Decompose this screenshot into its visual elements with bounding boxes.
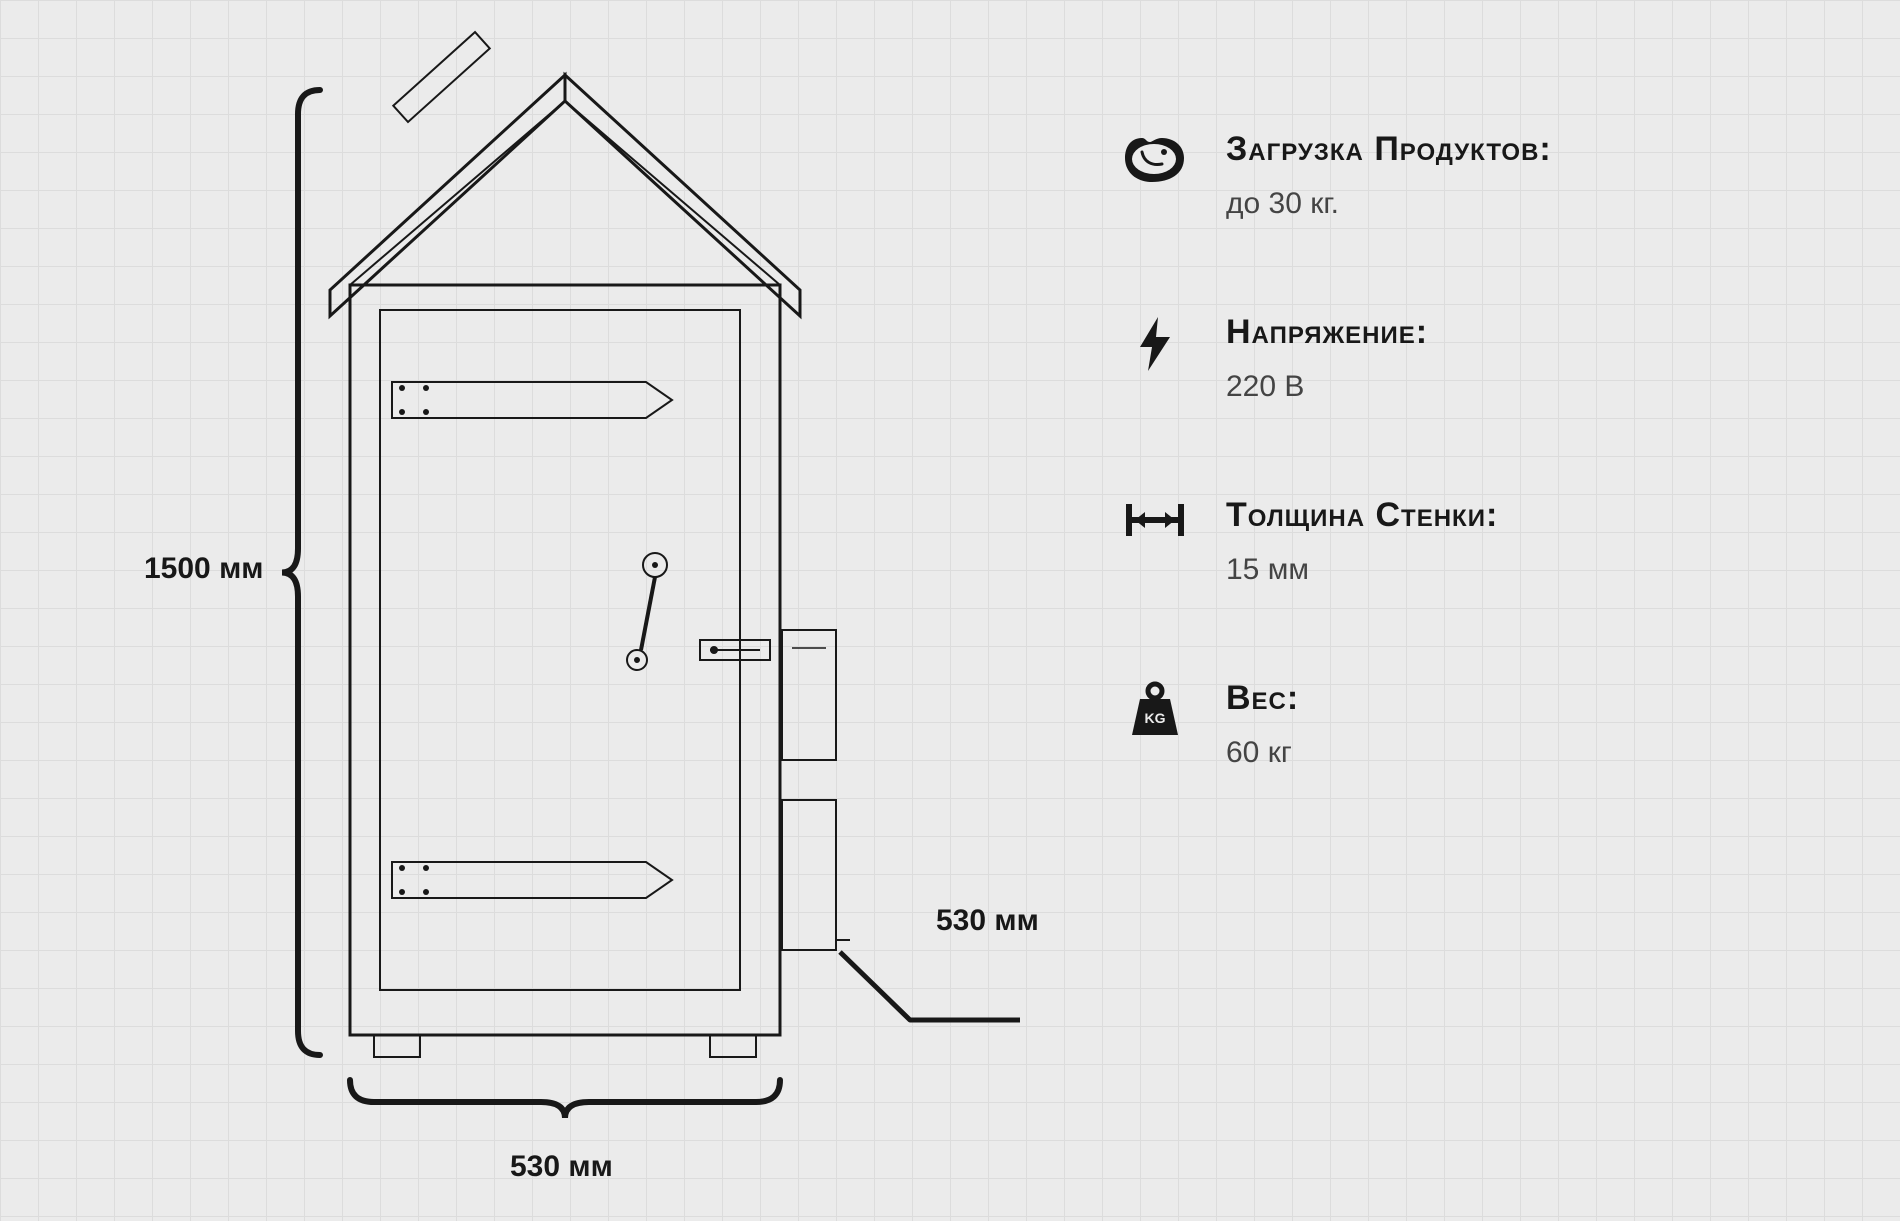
width-dimension-label: 530 мм — [510, 1150, 613, 1184]
specs-panel: Загрузка продуктов: до 30 кг. Напряжение… — [1060, 0, 1900, 1221]
depth-dimension-label: 530 мм — [936, 904, 1039, 938]
spec-row-weight: KG Вес: 60 кг — [1120, 679, 1840, 770]
spec-label: Напряжение: — [1226, 313, 1428, 352]
drawing-panel: 1500 мм 530 мм 530 мм — [0, 0, 1060, 1221]
content-area: 1500 мм 530 мм 530 мм Загрузка продуктов… — [0, 0, 1900, 1221]
spec-value: 60 кг — [1226, 736, 1299, 770]
spec-label: Вес: — [1226, 679, 1299, 718]
bolt-icon — [1120, 313, 1190, 373]
spec-value: до 30 кг. — [1226, 187, 1552, 221]
smoker-drawing — [0, 0, 1060, 1221]
spec-label: Толщина стенки: — [1226, 496, 1498, 535]
svg-text:KG: KG — [1145, 710, 1166, 726]
width-icon — [1120, 496, 1190, 542]
weight-icon: KG — [1120, 679, 1190, 739]
spec-value: 220 В — [1226, 370, 1428, 404]
steak-icon — [1120, 130, 1190, 186]
drawing-svg-wrap — [0, 0, 1060, 1221]
spec-value: 15 мм — [1226, 553, 1498, 587]
spec-label: Загрузка продуктов: — [1226, 130, 1552, 169]
spec-row-voltage: Напряжение: 220 В — [1120, 313, 1840, 404]
spec-row-load: Загрузка продуктов: до 30 кг. — [1120, 130, 1840, 221]
height-dimension-label: 1500 мм — [144, 552, 263, 586]
spec-row-thickness: Толщина стенки: 15 мм — [1120, 496, 1840, 587]
